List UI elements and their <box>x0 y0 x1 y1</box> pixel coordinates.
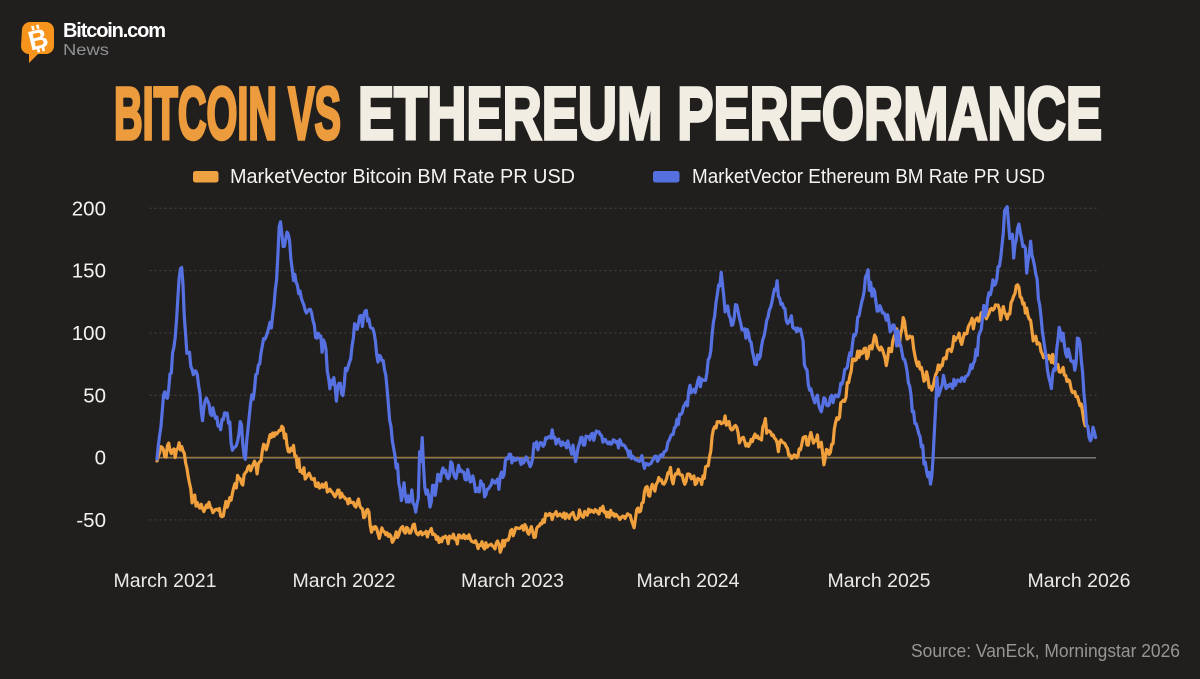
svg-text:News: News <box>63 42 109 59</box>
svg-text:Source: VanEck, Morningstar 20: Source: VanEck, Morningstar 2026 <box>911 640 1180 661</box>
svg-text:ETHEREUM PERFORMANCE: ETHEREUM PERFORMANCE <box>358 72 1102 155</box>
svg-text:March 2026: March 2026 <box>1028 570 1131 592</box>
svg-text:MarketVector Bitcoin BM Rate P: MarketVector Bitcoin BM Rate PR USD <box>230 166 575 188</box>
svg-text:March 2021: March 2021 <box>114 570 217 592</box>
svg-text:-50: -50 <box>76 509 106 532</box>
svg-text:50: 50 <box>83 384 106 407</box>
svg-text:100: 100 <box>72 322 106 345</box>
svg-text:March 2023: March 2023 <box>461 570 564 592</box>
svg-text:200: 200 <box>72 197 106 220</box>
svg-text:March 2025: March 2025 <box>828 570 931 592</box>
svg-text:150: 150 <box>72 260 106 283</box>
svg-text:Bitcoin.com: Bitcoin.com <box>63 20 166 42</box>
svg-text:March 2022: March 2022 <box>293 570 396 592</box>
svg-text:BITCOIN VS: BITCOIN VS <box>114 72 341 155</box>
svg-text:0: 0 <box>95 447 106 470</box>
svg-text:MarketVector Ethereum BM Rate: MarketVector Ethereum BM Rate PR USD <box>692 166 1045 188</box>
svg-text:March 2024: March 2024 <box>637 570 740 592</box>
